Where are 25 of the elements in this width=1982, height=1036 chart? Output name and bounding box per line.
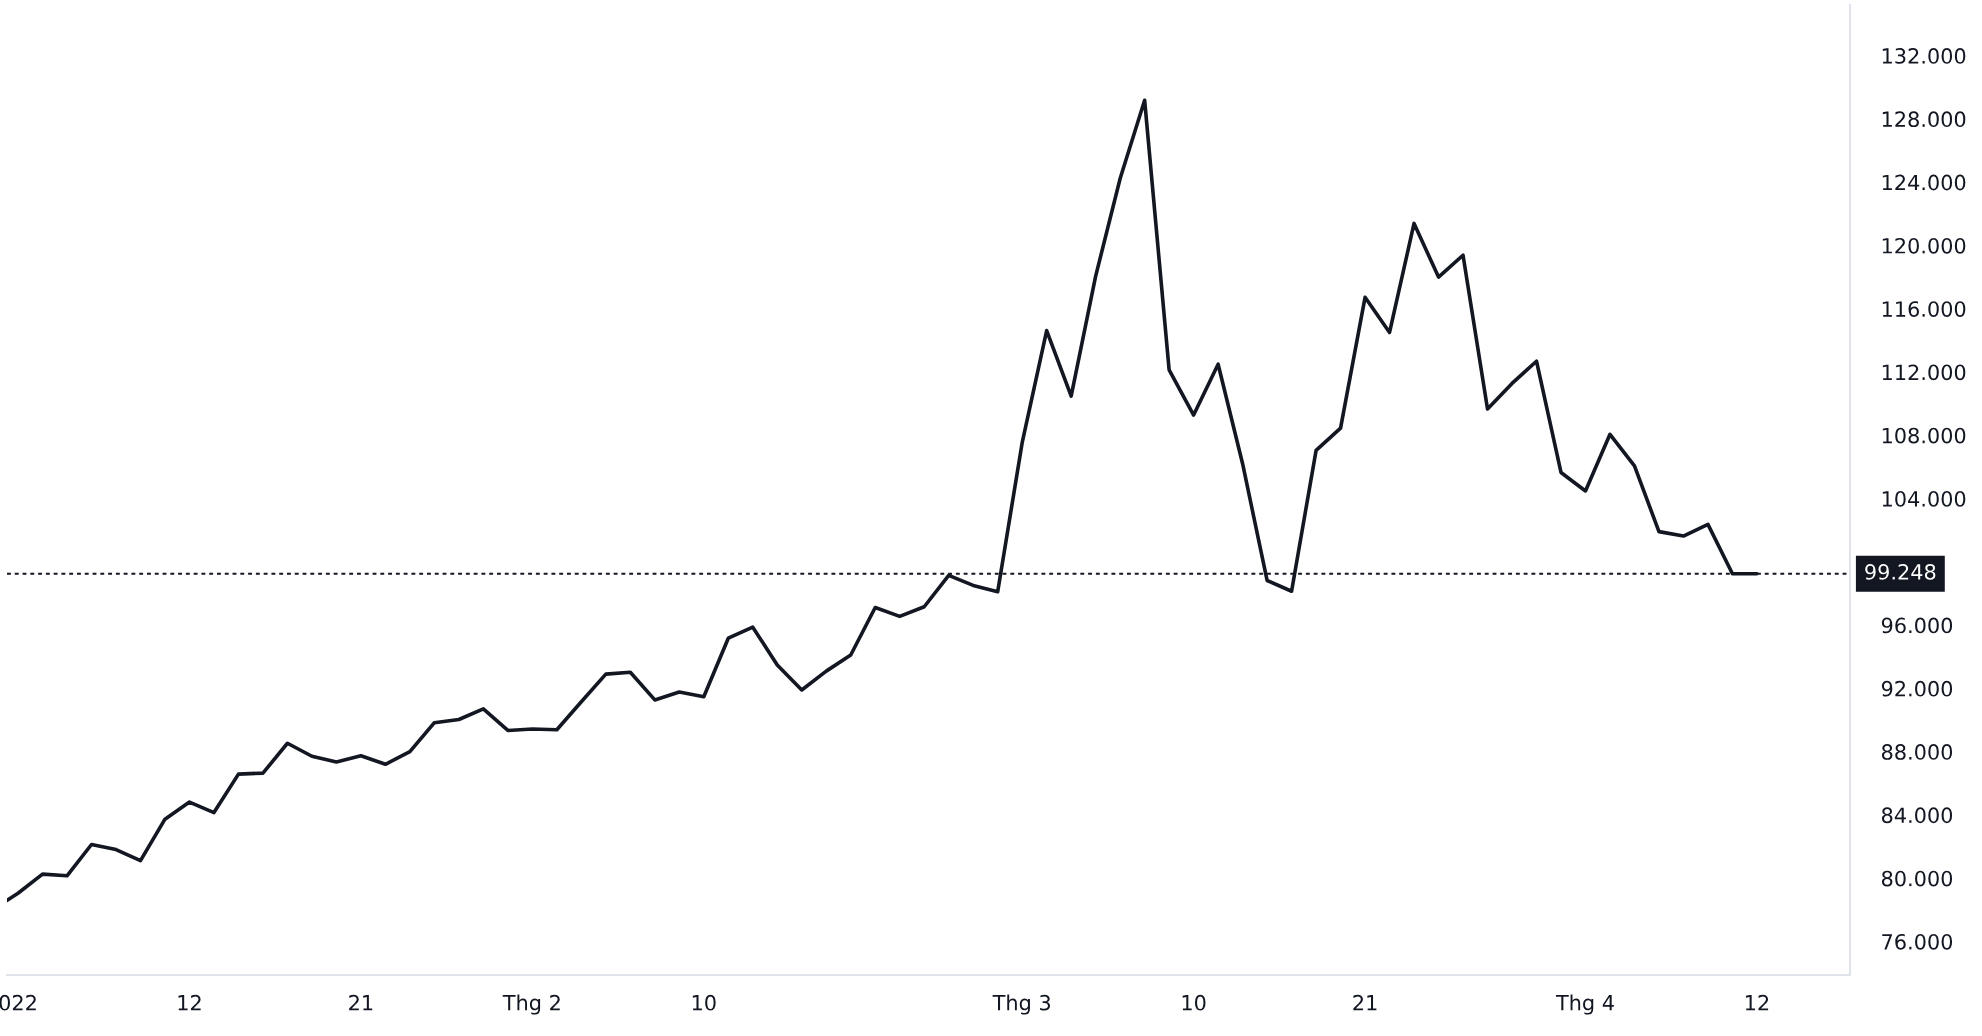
y-tick-label: 108.000 [1882,427,1966,444]
y-tick-label: 92.000 [1881,680,1953,697]
x-tick-label: 022 [0,994,36,1011]
y-tick-label: 104.000 [1882,490,1966,507]
y-tick-label: 76.000 [1882,933,1953,950]
y-tick-label: 80.000 [1881,870,1953,887]
y-tick-label: 112.000 [1882,364,1966,381]
y-tick-label: 84.000 [1881,807,1953,824]
y-tick-label: 124.000 [1882,174,1966,191]
y-tick-label: 128.000 [1882,111,1966,128]
y-tick-label: 120.000 [1882,237,1966,254]
x-tick-label: Thg 2 [502,994,560,1015]
x-tick-label: Thg 3 [992,994,1051,1015]
x-tick-label: 12 [1745,994,1769,1011]
x-tick-label: 21 [349,994,373,1011]
y-tick-label: 132.000 [1882,48,1966,64]
y-tick-label: 96.000 [1881,617,1953,634]
ref-line-label: 99.248 [1865,564,1936,580]
y-tick-label: 88.000 [1881,744,1953,760]
y-tick-label: 116.000 [1882,301,1966,317]
x-tick-label: Thg 4 [1555,994,1614,1015]
x-tick-label: 10 [692,994,716,1011]
x-tick-label: 12 [178,994,201,1011]
x-tick-label: 21 [1353,994,1377,1011]
x-tick-label: 10 [1182,994,1206,1011]
